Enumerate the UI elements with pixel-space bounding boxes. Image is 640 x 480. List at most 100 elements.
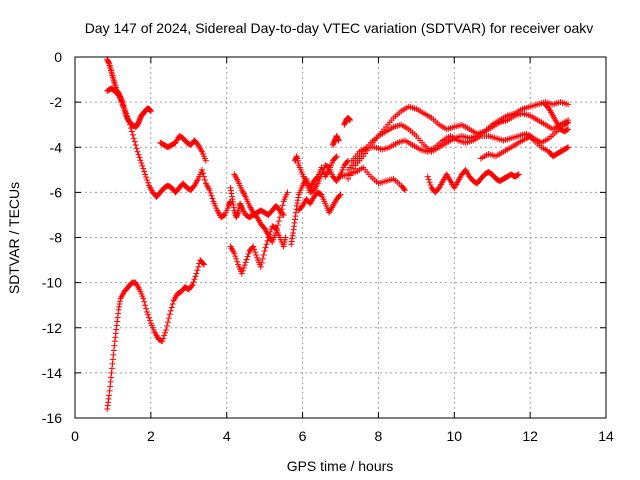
data-point (138, 160, 145, 167)
data-point (427, 182, 434, 189)
data-point (401, 185, 408, 192)
data-point (200, 261, 207, 268)
data-point (208, 192, 215, 199)
data-point (258, 259, 265, 266)
x-tick-label: 12 (522, 428, 538, 444)
series-track-9 (291, 153, 352, 196)
data-point (259, 255, 266, 262)
data-point (124, 113, 131, 120)
data-point (564, 126, 571, 133)
data-point (195, 263, 202, 270)
data-point (424, 173, 431, 180)
data-point (234, 258, 241, 265)
data-point (145, 311, 152, 318)
grid-lines (75, 57, 606, 418)
data-point (275, 218, 282, 225)
data-point (241, 262, 248, 269)
data-point (263, 241, 270, 248)
data-point (161, 332, 168, 339)
data-point (332, 154, 339, 161)
data-point (242, 259, 249, 266)
data-point (135, 151, 142, 158)
data-point (163, 327, 170, 334)
data-point (257, 263, 264, 270)
data-point (189, 281, 196, 288)
data-point (337, 191, 344, 198)
data-point (239, 267, 246, 274)
y-tick-label: -2 (50, 94, 63, 110)
y-tick-label: -14 (42, 365, 62, 381)
data-point (144, 176, 151, 183)
data-point (126, 121, 133, 128)
data-point (425, 176, 432, 183)
x-tick-label: 0 (71, 428, 79, 444)
data-point (167, 307, 174, 314)
data-point (190, 279, 197, 286)
y-axis-ticks: 0 -2 -4 -6 -8 -10 -12 -14 -16 (42, 49, 606, 426)
data-point (564, 144, 571, 151)
data-point (565, 126, 572, 133)
data-point (199, 166, 206, 173)
series-track-19 (542, 101, 572, 135)
data-point (166, 311, 173, 318)
series-track-12 (329, 132, 342, 148)
data-point (233, 255, 240, 262)
series-track-2 (104, 85, 234, 221)
data-point (243, 256, 250, 263)
x-tick-label: 8 (375, 428, 383, 444)
data-point (565, 101, 572, 108)
data-point (232, 253, 239, 260)
x-axis-label: GPS time / hours (287, 458, 394, 474)
y-axis-label: SDTVAR / TECUs (6, 182, 22, 294)
data-point (240, 264, 247, 271)
data-point (141, 298, 148, 305)
data-point (194, 267, 201, 274)
data-point (201, 176, 208, 183)
series-track-16 (337, 164, 408, 194)
data-point (133, 145, 140, 152)
series-track-5 (227, 184, 287, 221)
data-point (131, 138, 138, 145)
data-point (147, 108, 154, 115)
data-point (262, 244, 269, 251)
data-point (207, 189, 214, 196)
data-point (273, 226, 280, 233)
y-tick-label: -10 (42, 275, 62, 291)
plot-frame (74, 56, 607, 419)
data-points (104, 56, 572, 412)
data-point (139, 162, 146, 169)
data-point (188, 283, 195, 290)
y-tick-label: -12 (42, 320, 62, 336)
y-tick-label: -6 (50, 184, 63, 200)
data-point (140, 165, 147, 172)
data-point (313, 174, 320, 181)
data-point (146, 317, 153, 324)
data-point (565, 119, 572, 126)
data-point (114, 91, 121, 98)
y-tick-label: -16 (42, 410, 62, 426)
data-point (250, 243, 257, 250)
data-point (160, 335, 167, 342)
data-point (193, 270, 200, 277)
series-track-10 (295, 189, 344, 216)
data-point (128, 128, 135, 135)
series-track-6 (227, 223, 289, 277)
data-point (134, 148, 141, 155)
x-tick-label: 2 (147, 428, 155, 444)
data-point (202, 157, 209, 164)
data-point (168, 304, 175, 311)
data-point (529, 136, 536, 143)
data-point (137, 157, 144, 164)
data-point (245, 250, 252, 257)
y-tick-label: 0 (54, 49, 62, 65)
data-point (279, 202, 286, 209)
data-point (278, 206, 285, 213)
data-point (251, 246, 258, 253)
data-point (344, 158, 351, 165)
series-track-18 (477, 132, 572, 162)
y-tick-label: -8 (50, 230, 63, 246)
x-tick-label: 14 (598, 428, 614, 444)
data-point (209, 195, 216, 202)
data-point (192, 273, 199, 280)
data-point (140, 295, 147, 302)
